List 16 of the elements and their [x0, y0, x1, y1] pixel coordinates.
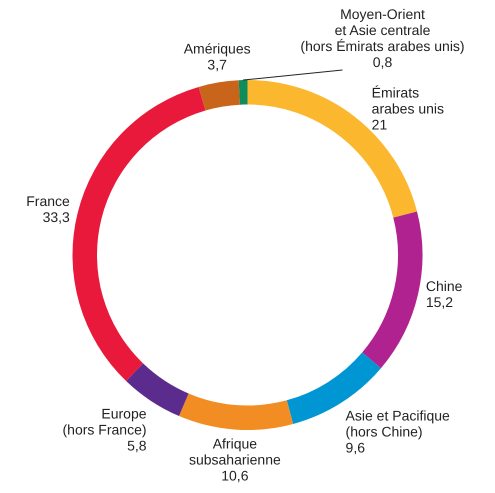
- data-label: 33,3: [42, 209, 70, 226]
- data-label: 21: [372, 116, 388, 132]
- slice-label: Moyen-Orient et Asie centrale (hors Émirats arabes unis): [300, 6, 465, 54]
- slice-label: Émirats arabes unis: [372, 84, 444, 116]
- slice-label: Amériques: [184, 40, 251, 56]
- slice-label: Asie et Pacifique (hors Chine): [346, 407, 450, 440]
- slice-label: France: [26, 193, 70, 210]
- data-label: 5,8: [127, 437, 147, 454]
- slice-label: Europe (hors France): [62, 405, 147, 438]
- slice-label: Chine: [426, 278, 463, 294]
- data-label: 3,7: [207, 56, 228, 72]
- data-label: 9,6: [346, 439, 366, 456]
- data-label: 0,8: [372, 54, 392, 70]
- data-label: 15,2: [426, 294, 454, 310]
- slice-label: Afrique subsaharienne: [188, 435, 281, 468]
- data-label: 10,6: [221, 467, 249, 484]
